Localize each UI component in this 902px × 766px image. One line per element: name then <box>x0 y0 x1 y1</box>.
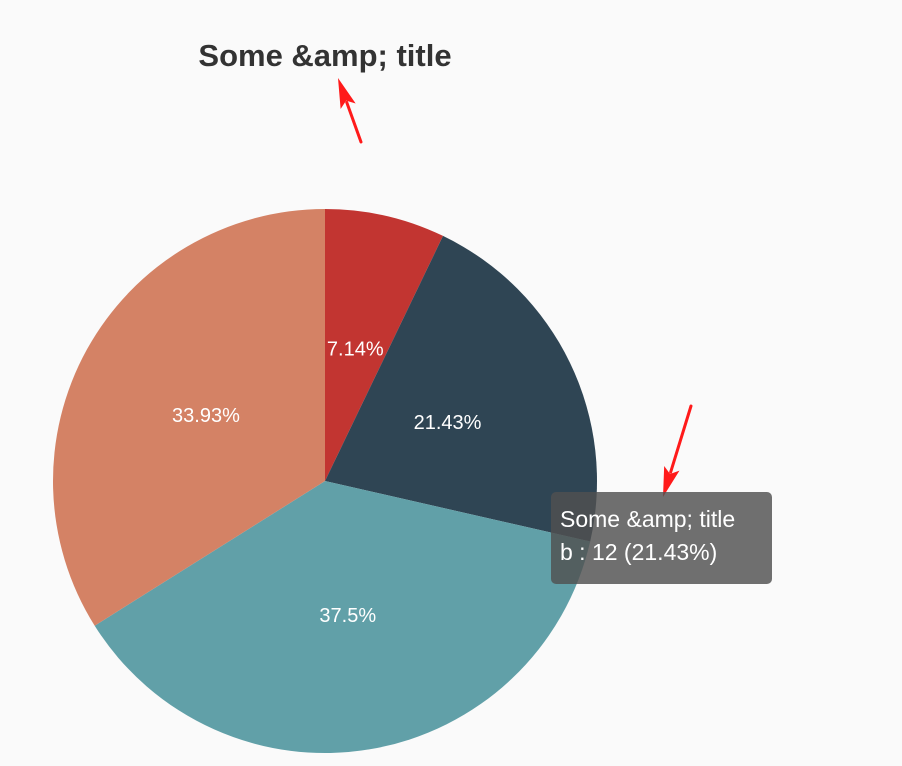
slice-label-a: 7.14% <box>327 338 384 360</box>
slice-label-b: 21.43% <box>414 412 482 434</box>
pie-slice-d[interactable] <box>53 208 326 626</box>
title-arrow <box>338 78 363 144</box>
pie-slice-b[interactable] <box>325 235 597 542</box>
pie-slice-labels: 7.14% 21.43% 37.5% 33.93% <box>172 338 482 627</box>
tooltip-arrow <box>663 404 693 497</box>
pie-slice-a[interactable] <box>325 209 444 481</box>
tooltip-text: b : 12 (21.43%) <box>560 539 718 565</box>
chart-title: Some &amp; title <box>198 38 451 73</box>
pie-slices <box>53 208 597 753</box>
annotation-arrows <box>338 78 693 497</box>
tooltip: Some &amp; title b : 12 (21.43%) <box>551 492 772 584</box>
slice-label-c: 37.5% <box>319 605 376 627</box>
tooltip-title: Some &amp; title <box>560 506 736 532</box>
slice-label-d: 33.93% <box>172 405 240 427</box>
pie-slice-c[interactable] <box>94 481 591 753</box>
